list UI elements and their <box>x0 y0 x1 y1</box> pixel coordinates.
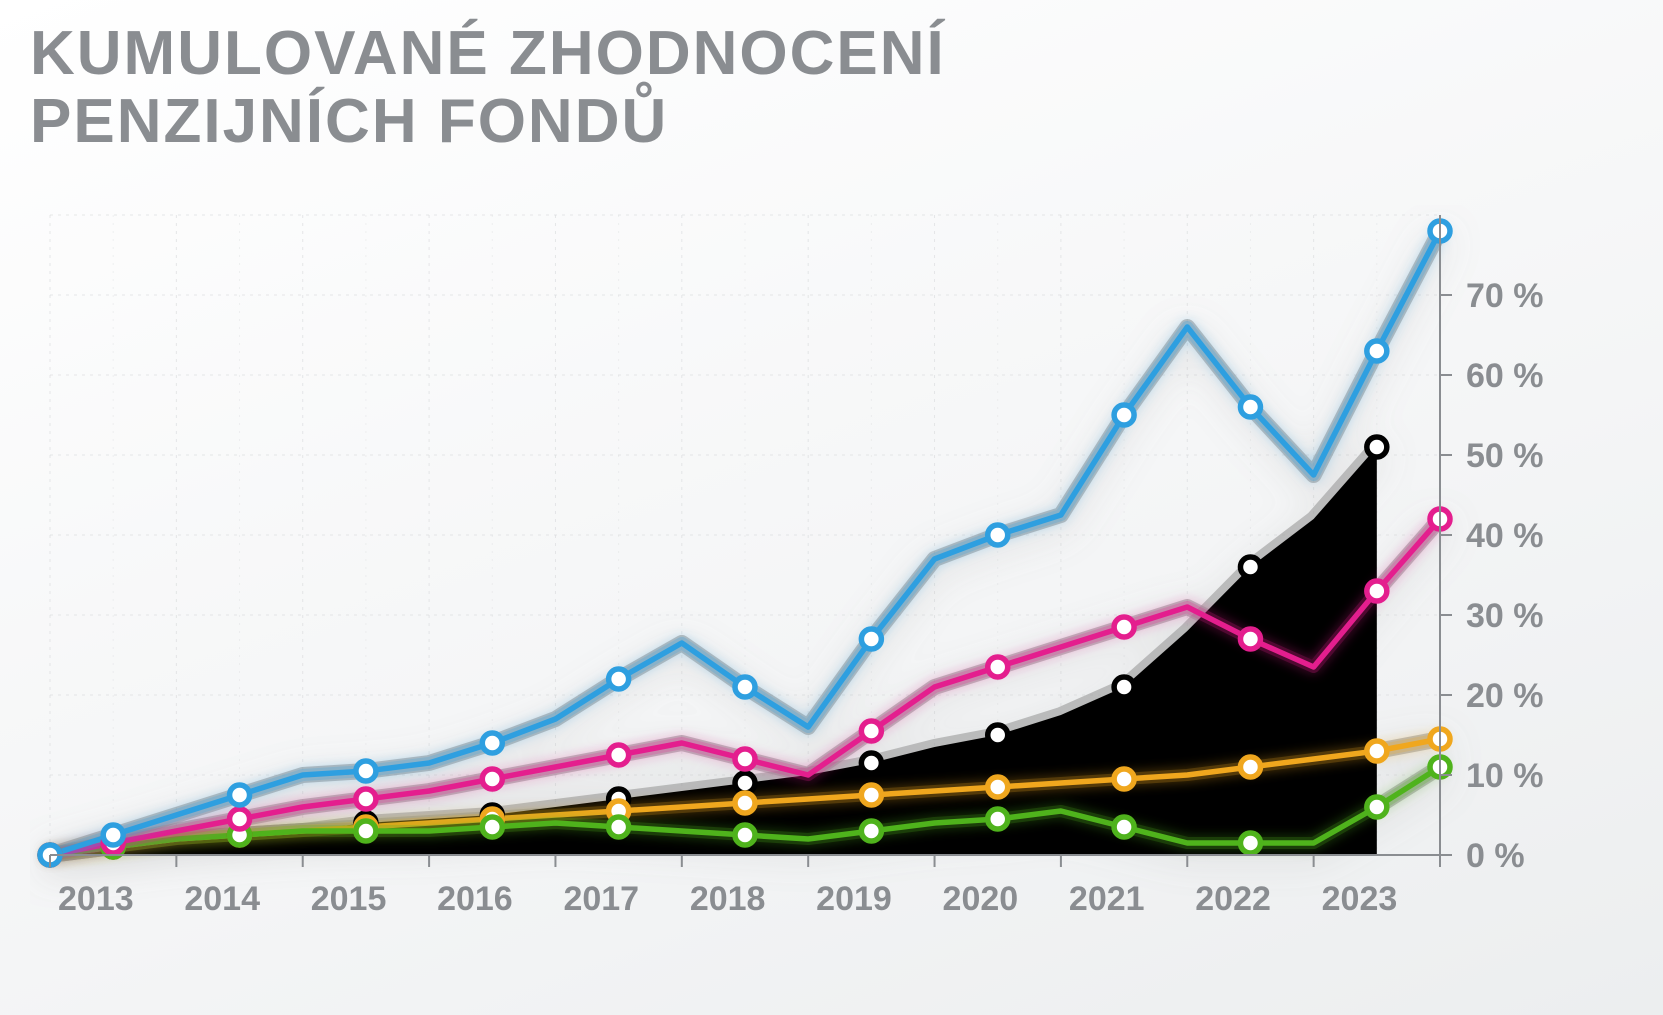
x-tick-label: 2023 <box>1322 880 1398 918</box>
marker-blue-line <box>609 669 629 689</box>
marker-black-area <box>988 725 1008 745</box>
marker-green-line <box>356 821 376 841</box>
marker-blue-line <box>1114 405 1134 425</box>
x-tick-label: 2016 <box>437 880 513 918</box>
marker-blue-line <box>230 785 250 805</box>
marker-green-line <box>609 817 629 837</box>
marker-magenta-line <box>861 721 881 741</box>
y-tick-label: 10 % <box>1466 757 1544 795</box>
marker-blue-line <box>1240 397 1260 417</box>
marker-blue-line <box>735 677 755 697</box>
x-tick-label: 2020 <box>943 880 1019 918</box>
x-tick-label: 2021 <box>1069 880 1145 918</box>
marker-orange-line <box>861 785 881 805</box>
marker-black-area <box>1114 677 1134 697</box>
marker-green-line <box>482 817 502 837</box>
marker-blue-line <box>988 525 1008 545</box>
marker-magenta-line <box>735 749 755 769</box>
chart-title: KUMULOVANÉ ZHODNOCENÍ PENZIJNÍCH FONDŮ <box>30 20 946 156</box>
x-tick-label: 2015 <box>311 880 387 918</box>
chart-title-line-1: KUMULOVANÉ ZHODNOCENÍ <box>30 19 946 88</box>
x-tick-label: 2017 <box>563 880 639 918</box>
y-tick-label: 0 % <box>1466 837 1525 875</box>
x-tick-label: 2013 <box>58 880 134 918</box>
y-tick-label: 20 % <box>1466 677 1544 715</box>
y-tick-label: 60 % <box>1466 357 1544 395</box>
y-tick-label: 40 % <box>1466 517 1544 555</box>
marker-orange-line <box>988 777 1008 797</box>
line-chart: 0 % 10 % 20 % 30 % 40 % 50 % 60 % 70 % 2013 2014 2… <box>30 205 1600 965</box>
marker-green-line <box>861 821 881 841</box>
marker-black-area <box>1240 557 1260 577</box>
x-tick-label: 2019 <box>816 880 892 918</box>
chart-container: 0 % 10 % 20 % 30 % 40 % 50 % 60 % 70 % 2013 2014 2… <box>30 205 1600 965</box>
marker-blue-line <box>103 825 123 845</box>
marker-magenta-line <box>1114 617 1134 637</box>
marker-black-area <box>861 753 881 773</box>
marker-blue-line <box>861 629 881 649</box>
marker-orange-line <box>1367 741 1387 761</box>
chart-title-line-2: PENZIJNÍCH FONDŮ <box>30 87 668 156</box>
x-tick-label: 2018 <box>690 880 766 918</box>
marker-green-line <box>735 825 755 845</box>
x-tick-label: 2022 <box>1195 880 1271 918</box>
marker-black-area <box>1367 437 1387 457</box>
y-tick-label: 50 % <box>1466 437 1544 475</box>
marker-orange-line <box>735 793 755 813</box>
marker-magenta-line <box>988 657 1008 677</box>
marker-black-area <box>735 773 755 793</box>
marker-blue-line <box>482 733 502 753</box>
marker-blue-line <box>1367 341 1387 361</box>
marker-green-line <box>1114 817 1134 837</box>
marker-green-line <box>1367 797 1387 817</box>
y-tick-label: 70 % <box>1466 277 1544 315</box>
marker-green-line <box>1240 833 1260 853</box>
marker-magenta-line <box>230 809 250 829</box>
marker-magenta-line <box>356 789 376 809</box>
marker-magenta-line <box>1240 629 1260 649</box>
marker-blue-line <box>356 761 376 781</box>
marker-orange-line <box>1114 769 1134 789</box>
x-tick-label: 2014 <box>184 880 260 918</box>
marker-magenta-line <box>482 769 502 789</box>
y-tick-label: 30 % <box>1466 597 1544 635</box>
marker-magenta-line <box>1367 581 1387 601</box>
marker-magenta-line <box>609 745 629 765</box>
marker-orange-line <box>1240 757 1260 777</box>
marker-green-line <box>988 809 1008 829</box>
